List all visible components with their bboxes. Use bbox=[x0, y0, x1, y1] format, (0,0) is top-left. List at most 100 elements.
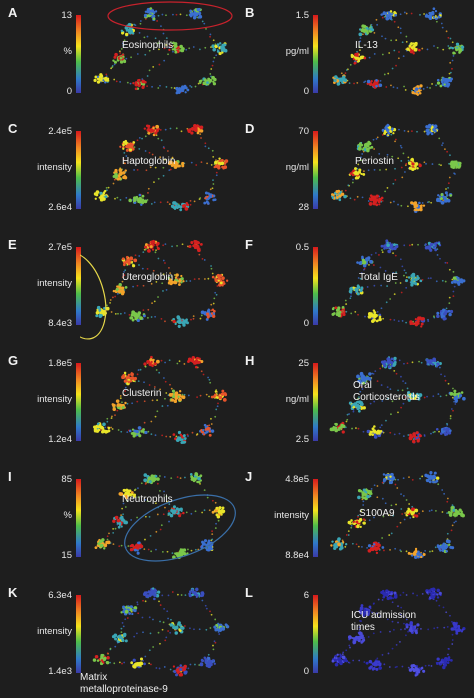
network-node bbox=[426, 86, 429, 89]
network-node bbox=[204, 191, 208, 195]
network-node bbox=[431, 83, 433, 85]
network-node bbox=[452, 51, 456, 55]
network-node bbox=[388, 514, 390, 517]
network-node bbox=[368, 492, 372, 495]
network-node bbox=[354, 310, 357, 313]
network-node bbox=[204, 145, 207, 148]
network-node bbox=[133, 258, 138, 263]
network-node bbox=[390, 357, 394, 361]
network-node bbox=[200, 370, 203, 373]
network-node bbox=[118, 286, 121, 289]
network-node bbox=[387, 365, 391, 369]
network-node bbox=[101, 311, 105, 315]
network-node bbox=[375, 138, 378, 140]
network-node bbox=[430, 432, 432, 435]
network-node bbox=[172, 41, 175, 45]
network-node bbox=[393, 20, 396, 23]
network-node bbox=[129, 316, 133, 320]
network-node bbox=[184, 86, 188, 90]
network-node bbox=[209, 627, 212, 629]
network-node bbox=[176, 362, 179, 365]
network-node bbox=[381, 481, 384, 484]
network-node bbox=[169, 435, 172, 438]
colorbar bbox=[76, 363, 81, 441]
network-node bbox=[131, 612, 134, 616]
network-node bbox=[446, 626, 449, 628]
network-node bbox=[178, 325, 181, 329]
network-node bbox=[172, 13, 174, 16]
network-node bbox=[385, 419, 387, 422]
network-node bbox=[368, 372, 372, 376]
colorbar-unit-label: intensity bbox=[37, 162, 72, 173]
network-node bbox=[137, 612, 140, 615]
network-node bbox=[375, 667, 379, 671]
network-node bbox=[144, 430, 148, 435]
network-node bbox=[432, 245, 436, 249]
network-node bbox=[206, 312, 210, 316]
network-node bbox=[342, 651, 345, 654]
network-node bbox=[100, 194, 103, 198]
network-node bbox=[368, 666, 372, 670]
network-node bbox=[366, 546, 368, 549]
panel-title: S100A9 bbox=[359, 508, 395, 519]
network-node bbox=[432, 431, 435, 434]
network-node bbox=[191, 588, 194, 592]
network-node bbox=[385, 362, 388, 366]
colorbar-min-label: 15 bbox=[61, 550, 72, 561]
network-node bbox=[395, 39, 398, 42]
network-node bbox=[139, 368, 142, 371]
network-node bbox=[363, 170, 365, 173]
network-node bbox=[360, 172, 363, 176]
network-node bbox=[360, 510, 363, 513]
network-node bbox=[453, 280, 457, 284]
network-node bbox=[156, 20, 159, 22]
network-node bbox=[402, 477, 405, 480]
network-node bbox=[190, 477, 194, 481]
network-node bbox=[399, 521, 402, 524]
network-node bbox=[423, 396, 426, 399]
network-node bbox=[455, 48, 459, 52]
network-node bbox=[122, 260, 126, 264]
network-node bbox=[448, 543, 451, 546]
network-node bbox=[119, 52, 122, 54]
network-node bbox=[349, 646, 351, 649]
network-node bbox=[215, 522, 217, 525]
network-node bbox=[174, 394, 178, 398]
network-node bbox=[421, 202, 424, 204]
network-node bbox=[197, 128, 201, 133]
network-node bbox=[358, 396, 360, 399]
network-node bbox=[367, 548, 372, 553]
network-node bbox=[122, 488, 126, 492]
network-node bbox=[420, 325, 423, 328]
network-node bbox=[214, 501, 217, 504]
network-node bbox=[122, 605, 126, 609]
network-node bbox=[389, 388, 392, 391]
network-node bbox=[157, 631, 160, 634]
network-node bbox=[368, 519, 371, 522]
network-node bbox=[378, 317, 382, 322]
network-node bbox=[226, 625, 230, 629]
network-node bbox=[388, 15, 393, 20]
network-node bbox=[144, 248, 147, 251]
colorbar-min-label: 8.4e3 bbox=[48, 318, 72, 329]
network-node bbox=[351, 173, 355, 177]
network-node bbox=[376, 496, 379, 499]
network-node bbox=[122, 513, 124, 516]
network-node bbox=[152, 66, 155, 68]
network-node bbox=[434, 546, 437, 549]
network-node bbox=[432, 395, 435, 398]
network-node bbox=[212, 648, 215, 651]
network-node bbox=[335, 308, 339, 312]
network-node bbox=[389, 298, 392, 300]
network-node bbox=[215, 293, 218, 296]
network-node bbox=[168, 266, 170, 269]
network-node bbox=[145, 591, 148, 594]
network-node bbox=[374, 252, 377, 254]
network-node bbox=[134, 24, 137, 27]
network-node bbox=[450, 529, 453, 532]
network-node bbox=[416, 392, 419, 396]
network-node bbox=[171, 48, 174, 51]
network-node bbox=[365, 147, 370, 152]
network-node bbox=[94, 197, 97, 200]
network-node bbox=[429, 242, 434, 247]
